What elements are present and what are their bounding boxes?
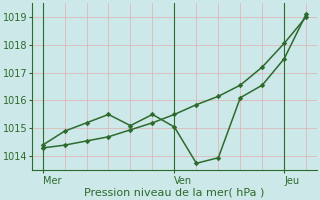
X-axis label: Pression niveau de la mer( hPa ): Pression niveau de la mer( hPa ) bbox=[84, 187, 265, 197]
